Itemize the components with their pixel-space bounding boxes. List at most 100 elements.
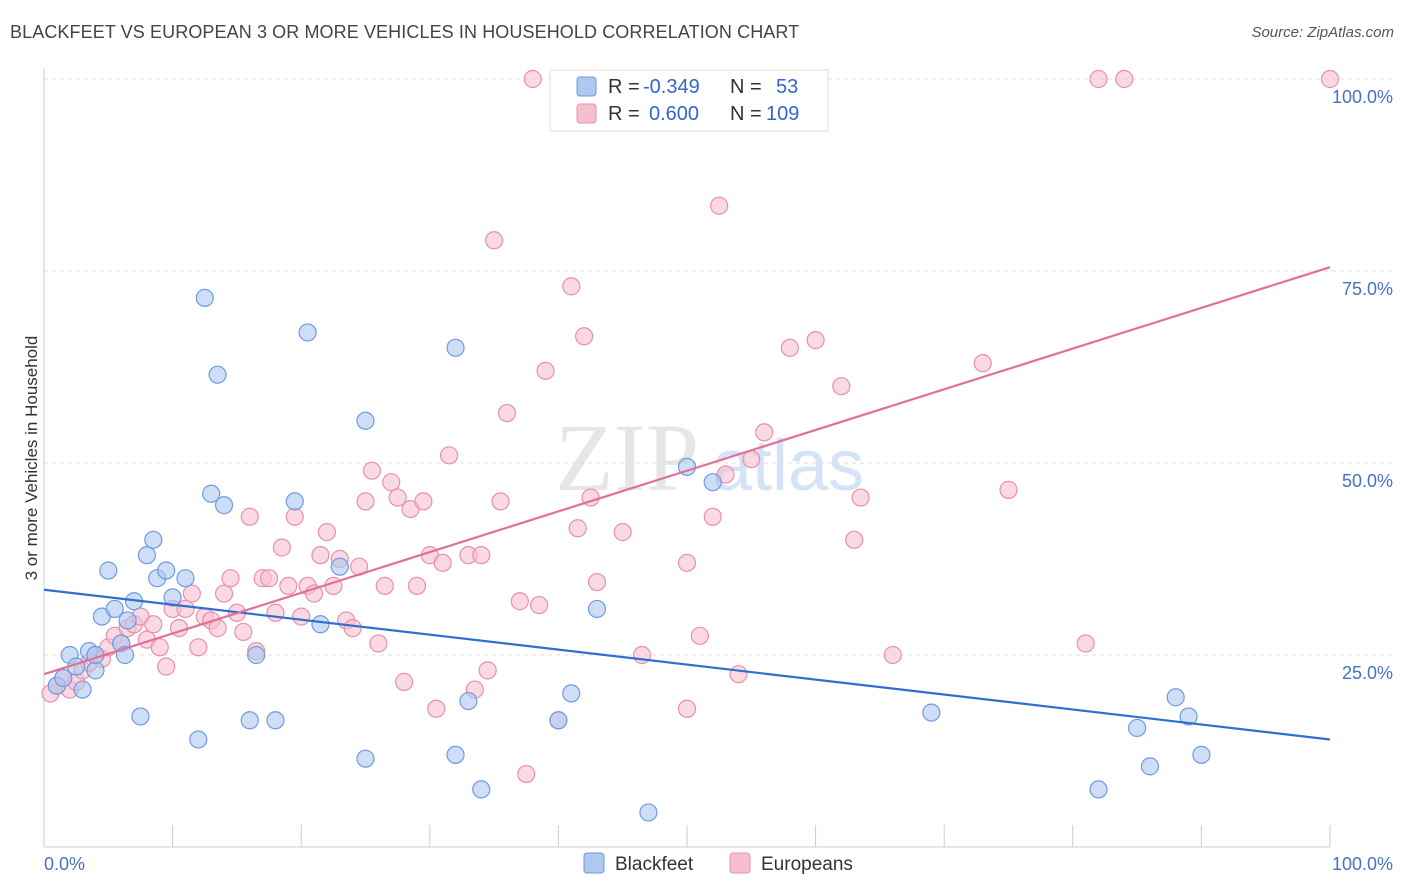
blackfeet-point-16 <box>137 546 156 565</box>
blackfeet-point-42 <box>587 599 607 619</box>
europeans-point-47 <box>343 619 362 638</box>
europeans-point-17 <box>150 638 169 657</box>
blackfeet-trend-line <box>43 588 1331 741</box>
blackfeet-point-4 <box>73 680 92 699</box>
blackfeet-point-25 <box>208 365 227 384</box>
legend-r-label-europeans: R = <box>608 103 640 125</box>
europeans-point-54 <box>388 488 407 507</box>
bottom-legend-swatch-europeans <box>729 852 751 874</box>
europeans-point-84 <box>677 553 697 572</box>
europeans-point-71 <box>517 764 536 784</box>
blackfeet-point-47 <box>1089 780 1108 799</box>
europeans-point-100 <box>999 480 1018 499</box>
x-tick-right: 100.0% <box>1332 854 1393 874</box>
y-tick-label-50: 50.0% <box>1342 471 1393 491</box>
blackfeet-points <box>47 288 1211 822</box>
europeans-point-22 <box>182 584 201 603</box>
blackfeet-point-31 <box>298 323 317 342</box>
europeans-point-67 <box>485 231 504 250</box>
europeans-point-16 <box>144 615 163 634</box>
europeans-point-70 <box>510 592 529 611</box>
axes <box>43 68 1331 848</box>
europeans-point-28 <box>221 569 240 588</box>
europeans-point-50 <box>362 461 382 480</box>
y-tick-label-75: 75.0% <box>1342 279 1393 299</box>
bottom-legend-blackfeet: Blackfeet <box>615 854 694 875</box>
europeans-point-65 <box>472 546 491 565</box>
blackfeet-point-17 <box>144 530 163 549</box>
blackfeet-point-32 <box>311 615 330 634</box>
europeans-point-90 <box>729 665 748 684</box>
europeans-point-99 <box>973 354 992 373</box>
europeans-point-93 <box>780 338 799 357</box>
legend-swatch-europeans <box>576 103 597 124</box>
blackfeet-point-49 <box>1140 757 1160 776</box>
blackfeet-point-45 <box>703 473 722 492</box>
series-legend: Blackfeet Europeans <box>583 852 853 875</box>
europeans-point-102 <box>1089 69 1108 89</box>
europeans-point-77 <box>568 519 587 538</box>
europeans-point-38 <box>285 507 304 526</box>
legend-r-value-europeans: 0.600 <box>649 103 699 125</box>
europeans-point-72 <box>523 69 542 89</box>
europeans-point-95 <box>832 377 851 396</box>
europeans-point-96 <box>845 530 864 549</box>
blackfeet-point-9 <box>99 561 118 580</box>
blackfeet-point-21 <box>176 569 195 588</box>
legend-swatch-blackfeet <box>576 76 597 97</box>
blackfeet-point-13 <box>118 611 137 630</box>
europeans-point-88 <box>710 196 729 215</box>
blackfeet-point-34 <box>356 411 375 430</box>
correlation-legend: R = -0.349 N = 53 R = 0.600 N = 109 <box>549 69 829 132</box>
europeans-point-49 <box>356 492 375 511</box>
europeans-point-97 <box>851 488 870 507</box>
europeans-point-35 <box>266 603 285 622</box>
blackfeet-point-29 <box>266 711 285 730</box>
blackfeet-point-48 <box>1127 718 1147 738</box>
europeans-point-18 <box>157 657 176 676</box>
legend-r-value-blackfeet: -0.349 <box>643 76 700 98</box>
blackfeet-point-51 <box>1179 707 1198 726</box>
europeans-point-87 <box>703 507 722 526</box>
europeans-point-94 <box>806 331 825 350</box>
europeans-point-27 <box>214 584 234 603</box>
europeans-point-69 <box>497 403 517 423</box>
blackfeet-point-20 <box>163 588 182 607</box>
blackfeet-point-37 <box>446 745 465 764</box>
y-tick-labels: 25.0% 50.0% 75.0% 100.0% <box>1332 87 1393 683</box>
europeans-point-57 <box>407 576 427 595</box>
y-tick-label-25: 25.0% <box>1342 663 1393 683</box>
watermark-zip: ZIP <box>555 404 699 511</box>
europeans-point-85 <box>677 699 697 718</box>
europeans-point-30 <box>234 622 253 642</box>
y-tick-label-100: 100.0% <box>1332 87 1393 107</box>
blackfeet-point-39 <box>472 780 491 799</box>
europeans-point-101 <box>1076 634 1095 653</box>
legend-n-label-blackfeet: N = <box>730 76 762 98</box>
blackfeet-point-28 <box>247 645 266 665</box>
blackfeet-point-40 <box>549 711 568 730</box>
blackfeet-point-30 <box>285 492 304 511</box>
europeans-point-76 <box>562 277 581 296</box>
europeans-point-58 <box>414 492 433 511</box>
x-tick-left: 0.0% <box>44 854 85 874</box>
europeans-point-73 <box>530 595 549 615</box>
blackfeet-point-41 <box>562 684 581 703</box>
blackfeet-point-1 <box>54 668 73 688</box>
y-axis-label: 3 or more Vehicles in Household <box>22 336 41 581</box>
legend-n-value-europeans: 109 <box>766 103 799 125</box>
blackfeet-point-36 <box>446 338 465 357</box>
europeans-point-68 <box>491 492 510 511</box>
europeans-point-53 <box>382 473 401 492</box>
europeans-point-61 <box>433 553 452 572</box>
blackfeet-point-46 <box>922 703 941 722</box>
europeans-point-37 <box>279 576 298 595</box>
bottom-legend-europeans: Europeans <box>761 854 853 875</box>
trend-lines <box>43 266 1331 741</box>
europeans-point-86 <box>690 626 709 645</box>
europeans-point-74 <box>536 361 555 380</box>
blackfeet-point-10 <box>105 599 124 619</box>
europeans-point-62 <box>439 446 459 465</box>
bottom-legend-swatch-blackfeet <box>583 852 605 874</box>
legend-n-label-europeans: N = <box>730 103 762 125</box>
